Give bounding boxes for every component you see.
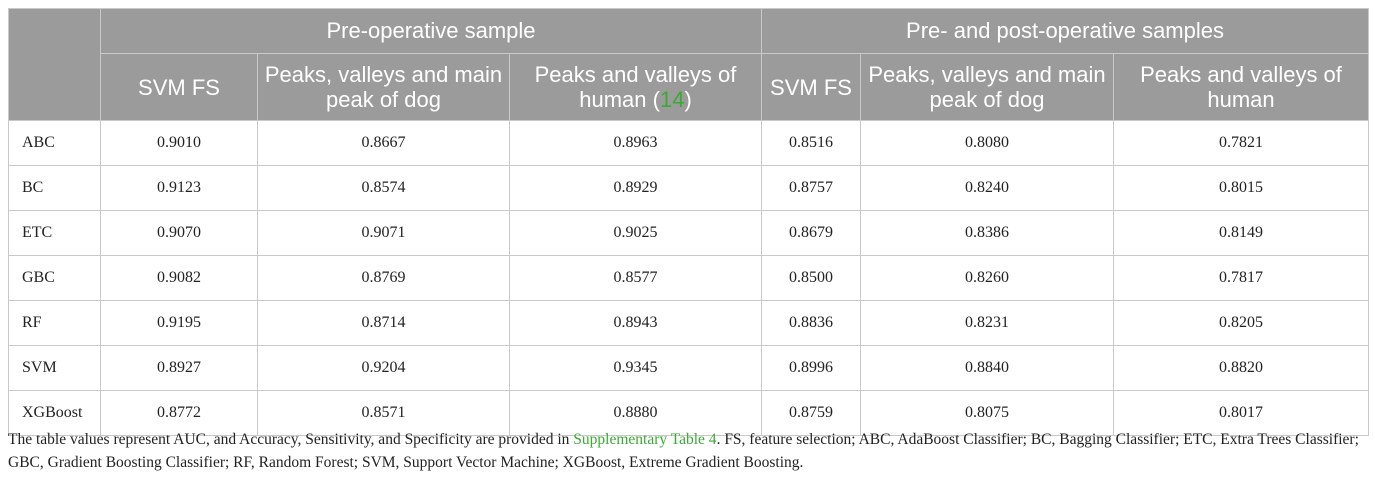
model-name-cell: RF [8, 300, 101, 346]
value-cell: 0.8017 [1112, 390, 1370, 436]
column-header-label: Peaks and valleys of human [534, 62, 737, 112]
group-header-pre-operative: Pre-operative sample [100, 8, 762, 54]
value-cell: 0.8769 [257, 255, 510, 301]
column-header: Peaks and valleys of human (14) [509, 53, 762, 121]
table-row: ABC 0.9010 0.8667 0.8963 0.8516 0.8080 0.7821 [8, 120, 1370, 166]
column-header: SVM FS [100, 53, 258, 121]
value-cell: 0.9123 [100, 165, 258, 211]
value-cell: 0.8820 [1112, 345, 1370, 391]
footnote-text-end: . FS, feature selection; ABC, AdaBoost C… [8, 431, 1359, 471]
value-cell: 0.7821 [1112, 120, 1370, 166]
value-cell: 0.8015 [1112, 165, 1370, 211]
table-row: RF 0.9195 0.8714 0.8943 0.8836 0.8231 0.8205 [8, 300, 1370, 346]
value-cell: 0.8927 [100, 345, 258, 391]
model-name-cell: SVM [8, 345, 101, 391]
group-header-pre-post-operative: Pre- and post-operative samples [760, 8, 1370, 54]
value-cell: 0.8836 [761, 300, 861, 346]
table-row: SVM 0.8927 0.9204 0.9345 0.8996 0.8840 0.8820 [8, 345, 1370, 391]
column-header: Peaks, valleys and main peak of dog [257, 53, 510, 121]
value-cell: 0.8667 [257, 120, 510, 166]
column-header-row: SVM FS Peaks, valleys and main peak of d… [9, 53, 1370, 121]
column-header: Peaks, valleys and main peak of dog [860, 53, 1114, 121]
value-cell: 0.8149 [1112, 210, 1370, 256]
table-row: ETC 0.9070 0.9071 0.9025 0.8679 0.8386 0.8149 [8, 210, 1370, 256]
table-row: XGBoost 0.8772 0.8571 0.8880 0.8759 0.8075 0.8… [8, 390, 1370, 436]
column-header-label: Peaks, valleys and main peak of dog [264, 62, 503, 112]
value-cell: 0.8943 [509, 300, 762, 346]
table-row: GBC 0.9082 0.8769 0.8577 0.8500 0.8260 0.7817 [8, 255, 1370, 301]
value-cell: 0.8880 [509, 390, 762, 436]
column-header-label: Peaks and valleys of human [1140, 62, 1342, 112]
value-cell: 0.8929 [509, 165, 762, 211]
value-cell: 0.9070 [100, 210, 258, 256]
supplementary-table-link[interactable]: Supplementary Table 4 [573, 431, 717, 448]
value-cell: 0.8996 [761, 345, 861, 391]
value-cell: 0.8772 [100, 390, 258, 436]
value-cell: 0.8574 [257, 165, 510, 211]
value-cell: 0.8260 [860, 255, 1114, 301]
value-cell: 0.9010 [100, 120, 258, 166]
value-cell: 0.9195 [100, 300, 258, 346]
value-cell: 0.8714 [257, 300, 510, 346]
value-cell: 0.8516 [761, 120, 861, 166]
footnote-text-start: The table values represent AUC, and Accu… [8, 431, 574, 448]
model-name-cell: ABC [8, 120, 101, 166]
column-header: Peaks and valleys of human [1112, 53, 1370, 121]
value-cell: 0.8080 [860, 120, 1114, 166]
column-header-label: Peaks, valleys and main peak of dog [868, 62, 1106, 112]
citation-link[interactable]: 14 [659, 87, 685, 112]
value-cell: 0.8840 [860, 345, 1114, 391]
column-header: SVM FS [761, 53, 861, 121]
value-cell: 0.8240 [860, 165, 1114, 211]
value-cell: 0.8205 [1112, 300, 1370, 346]
value-cell: 0.8963 [509, 120, 762, 166]
model-name-cell: GBC [8, 255, 101, 301]
table-row: BC 0.9123 0.8574 0.8929 0.8757 0.8240 0.8015 [8, 165, 1370, 211]
value-cell: 0.7817 [1112, 255, 1370, 301]
model-name-cell: BC [8, 165, 101, 211]
value-cell: 0.8577 [509, 255, 762, 301]
value-cell: 0.9345 [509, 345, 762, 391]
table-body: ABC 0.9010 0.8667 0.8963 0.8516 0.8080 0.7821 B… [8, 120, 1370, 436]
model-name-cell: ETC [8, 210, 101, 256]
value-cell: 0.9071 [257, 210, 510, 256]
column-header-label: SVM FS [138, 74, 220, 100]
value-cell: 0.8757 [761, 165, 861, 211]
table-header: Pre-operative sample Pre- and post-opera… [8, 8, 1370, 121]
table-footnote: The table values represent AUC, and Accu… [8, 428, 1368, 474]
value-cell: 0.9204 [257, 345, 510, 391]
value-cell: 0.9082 [100, 255, 258, 301]
corner-cell [8, 8, 101, 121]
model-name-cell: XGBoost [8, 390, 101, 436]
value-cell: 0.8386 [860, 210, 1114, 256]
column-header-label: SVM FS [770, 74, 852, 100]
results-table: Pre-operative sample Pre- and post-opera… [8, 8, 1370, 436]
value-cell: 0.9025 [509, 210, 762, 256]
group-header-row: Pre-operative sample Pre- and post-opera… [8, 8, 1370, 121]
value-cell: 0.8500 [761, 255, 861, 301]
value-cell: 0.8231 [860, 300, 1114, 346]
value-cell: 0.8679 [761, 210, 861, 256]
